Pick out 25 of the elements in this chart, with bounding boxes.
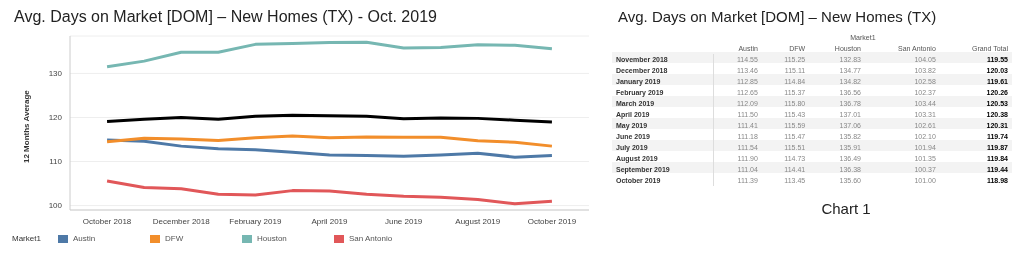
- x-tick-label: August 2019: [455, 216, 501, 226]
- legend-label: Austin: [72, 234, 97, 243]
- x-tick-label: October 2018: [82, 216, 132, 226]
- legend-title: Market1: [12, 234, 42, 243]
- y-axis-title: 12 Months Average: [21, 89, 31, 163]
- x-tick-label: June 2019: [384, 216, 423, 226]
- chart-title: Avg. Days on Market [DOM] – New Homes (TX) - Oct. 2019: [14, 8, 438, 27]
- line-series: [105, 138, 554, 159]
- x-tick-label: December 2018: [152, 216, 211, 226]
- y-tick-label: 100: [48, 201, 63, 211]
- legend-label: San Antonio: [348, 234, 394, 243]
- x-tick-label: October 2019: [527, 216, 577, 226]
- line-series: [105, 40, 554, 69]
- caption: Chart 1: [820, 200, 872, 217]
- x-tick-label: February 2019: [229, 216, 282, 226]
- legend-label: DFW: [164, 234, 185, 243]
- text: Avg. Days on Market [DOM] – New Homes (TX): [618, 8, 938, 27]
- y-tick-label: 130: [48, 69, 63, 79]
- y-tick-label: 120: [48, 113, 63, 123]
- line-series: [105, 134, 554, 148]
- line-series: [105, 113, 554, 124]
- x-tick-label: April 2019: [311, 216, 349, 226]
- line-series: [105, 179, 554, 206]
- y-tick-label: 110: [49, 157, 63, 167]
- legend-label: Houston: [256, 234, 288, 243]
